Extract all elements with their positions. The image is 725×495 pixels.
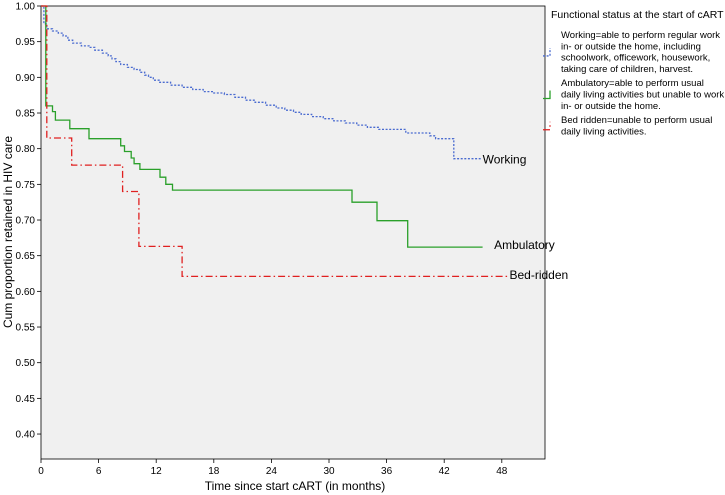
y-tick-label: 0.80 [16,144,36,155]
x-axis-ticks: 0 6 12 18 24 30 36 42 48 [38,459,508,477]
y-tick-label: 0.40 [16,430,36,441]
y-tick-label: 0.70 [16,216,36,227]
series-line-ambulatory [41,5,483,248]
y-tick-label: 0.55 [16,323,36,334]
legend-title: Functional status at the start of cART [551,9,724,21]
series-layer [41,5,508,278]
legend-entry-text: Bed ridden=unable to perform usual [561,115,712,126]
x-axis-title: Time since start cART (in months) [205,479,386,493]
curve-label-working: Working [483,152,527,166]
curve-label-ambulatory: Ambulatory [494,238,555,252]
y-tick-label: 0.95 [16,37,36,48]
y-tick-label: 0.50 [16,358,36,369]
legend-entry-text: Working=able to perform regular work [561,30,720,41]
legend-entry-text: in- or outside the home, including [561,41,701,52]
x-tick-label: 36 [381,466,393,477]
y-tick-label: 0.45 [16,394,36,405]
curve-labels: Working Ambulatory Bed-ridden [483,152,569,282]
y-axis-title: Cum proportion retained in HIV care [1,136,15,328]
y-tick-label: 0.85 [16,109,36,120]
legend-entry-text: daily living activities. [561,126,647,137]
y-tick-label: 0.75 [16,180,36,191]
legend-entry-text: taking care of children, harvest. [561,64,693,75]
curve-label-bed-ridden: Bed-ridden [509,268,568,282]
legend-entry-text: schoolwork, officework, housework, [561,53,710,64]
y-tick-label: 1.00 [16,2,36,13]
legend-entry-text: in- or outside the home. [561,101,661,112]
plot-area [40,5,546,460]
series-line-working [41,5,481,160]
legend-entry-text: daily living activities but unable to wo… [561,90,724,101]
legend-entry-text: Ambulatory=able to perform usual [561,78,704,89]
y-tick-label: 0.60 [16,287,36,298]
x-tick-label: 0 [38,466,44,477]
x-tick-label: 6 [96,466,102,477]
x-tick-label: 48 [496,466,508,477]
legend: Functional status at the start of cART W… [543,9,724,137]
y-axis-ticks: 0.40 0.45 0.50 0.55 0.60 0.65 0.70 0.75 0.80 0.85… [16,2,41,441]
x-tick-label: 18 [208,466,220,477]
x-tick-label: 12 [151,466,163,477]
legend-entries: Working=able to perform regular workin- … [543,30,724,137]
y-tick-label: 0.65 [16,251,36,262]
x-tick-label: 24 [266,466,278,477]
legend-swatch-2 [543,121,551,131]
legend-swatch-0 [543,47,551,57]
legend-swatch-1 [543,90,551,100]
x-tick-label: 42 [439,466,451,477]
x-tick-label: 30 [323,466,335,477]
y-tick-label: 0.90 [16,73,36,84]
